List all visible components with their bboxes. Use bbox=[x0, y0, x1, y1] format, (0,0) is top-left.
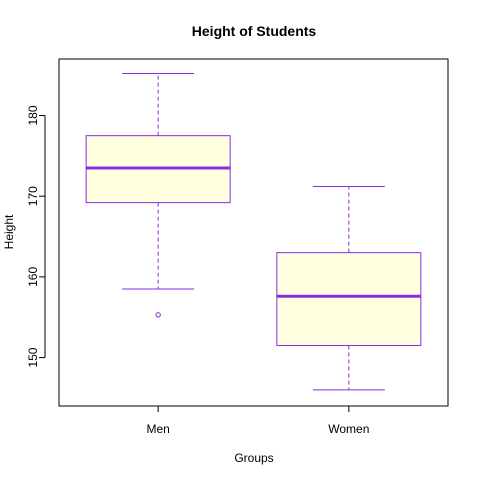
chart-title: Height of Students bbox=[192, 23, 317, 39]
box-women bbox=[276, 186, 422, 391]
y-axis-label: Height bbox=[2, 214, 16, 249]
box-men bbox=[85, 73, 231, 318]
y-axis: 150 160 170 180 bbox=[26, 105, 46, 368]
y-tick-label: 170 bbox=[26, 186, 40, 206]
outlier-point bbox=[155, 312, 161, 318]
y-tick-label: 150 bbox=[26, 347, 40, 367]
y-tick-label: 180 bbox=[26, 105, 40, 125]
plot-frame bbox=[58, 58, 449, 407]
x-tick-label: Men bbox=[146, 422, 169, 436]
boxes bbox=[85, 73, 422, 391]
x-axis-label: Groups bbox=[234, 451, 273, 465]
x-axis: Men Women bbox=[146, 405, 369, 436]
iqr-box bbox=[276, 252, 422, 346]
y-tick-label: 160 bbox=[26, 267, 40, 287]
x-tick-label: Women bbox=[328, 422, 369, 436]
